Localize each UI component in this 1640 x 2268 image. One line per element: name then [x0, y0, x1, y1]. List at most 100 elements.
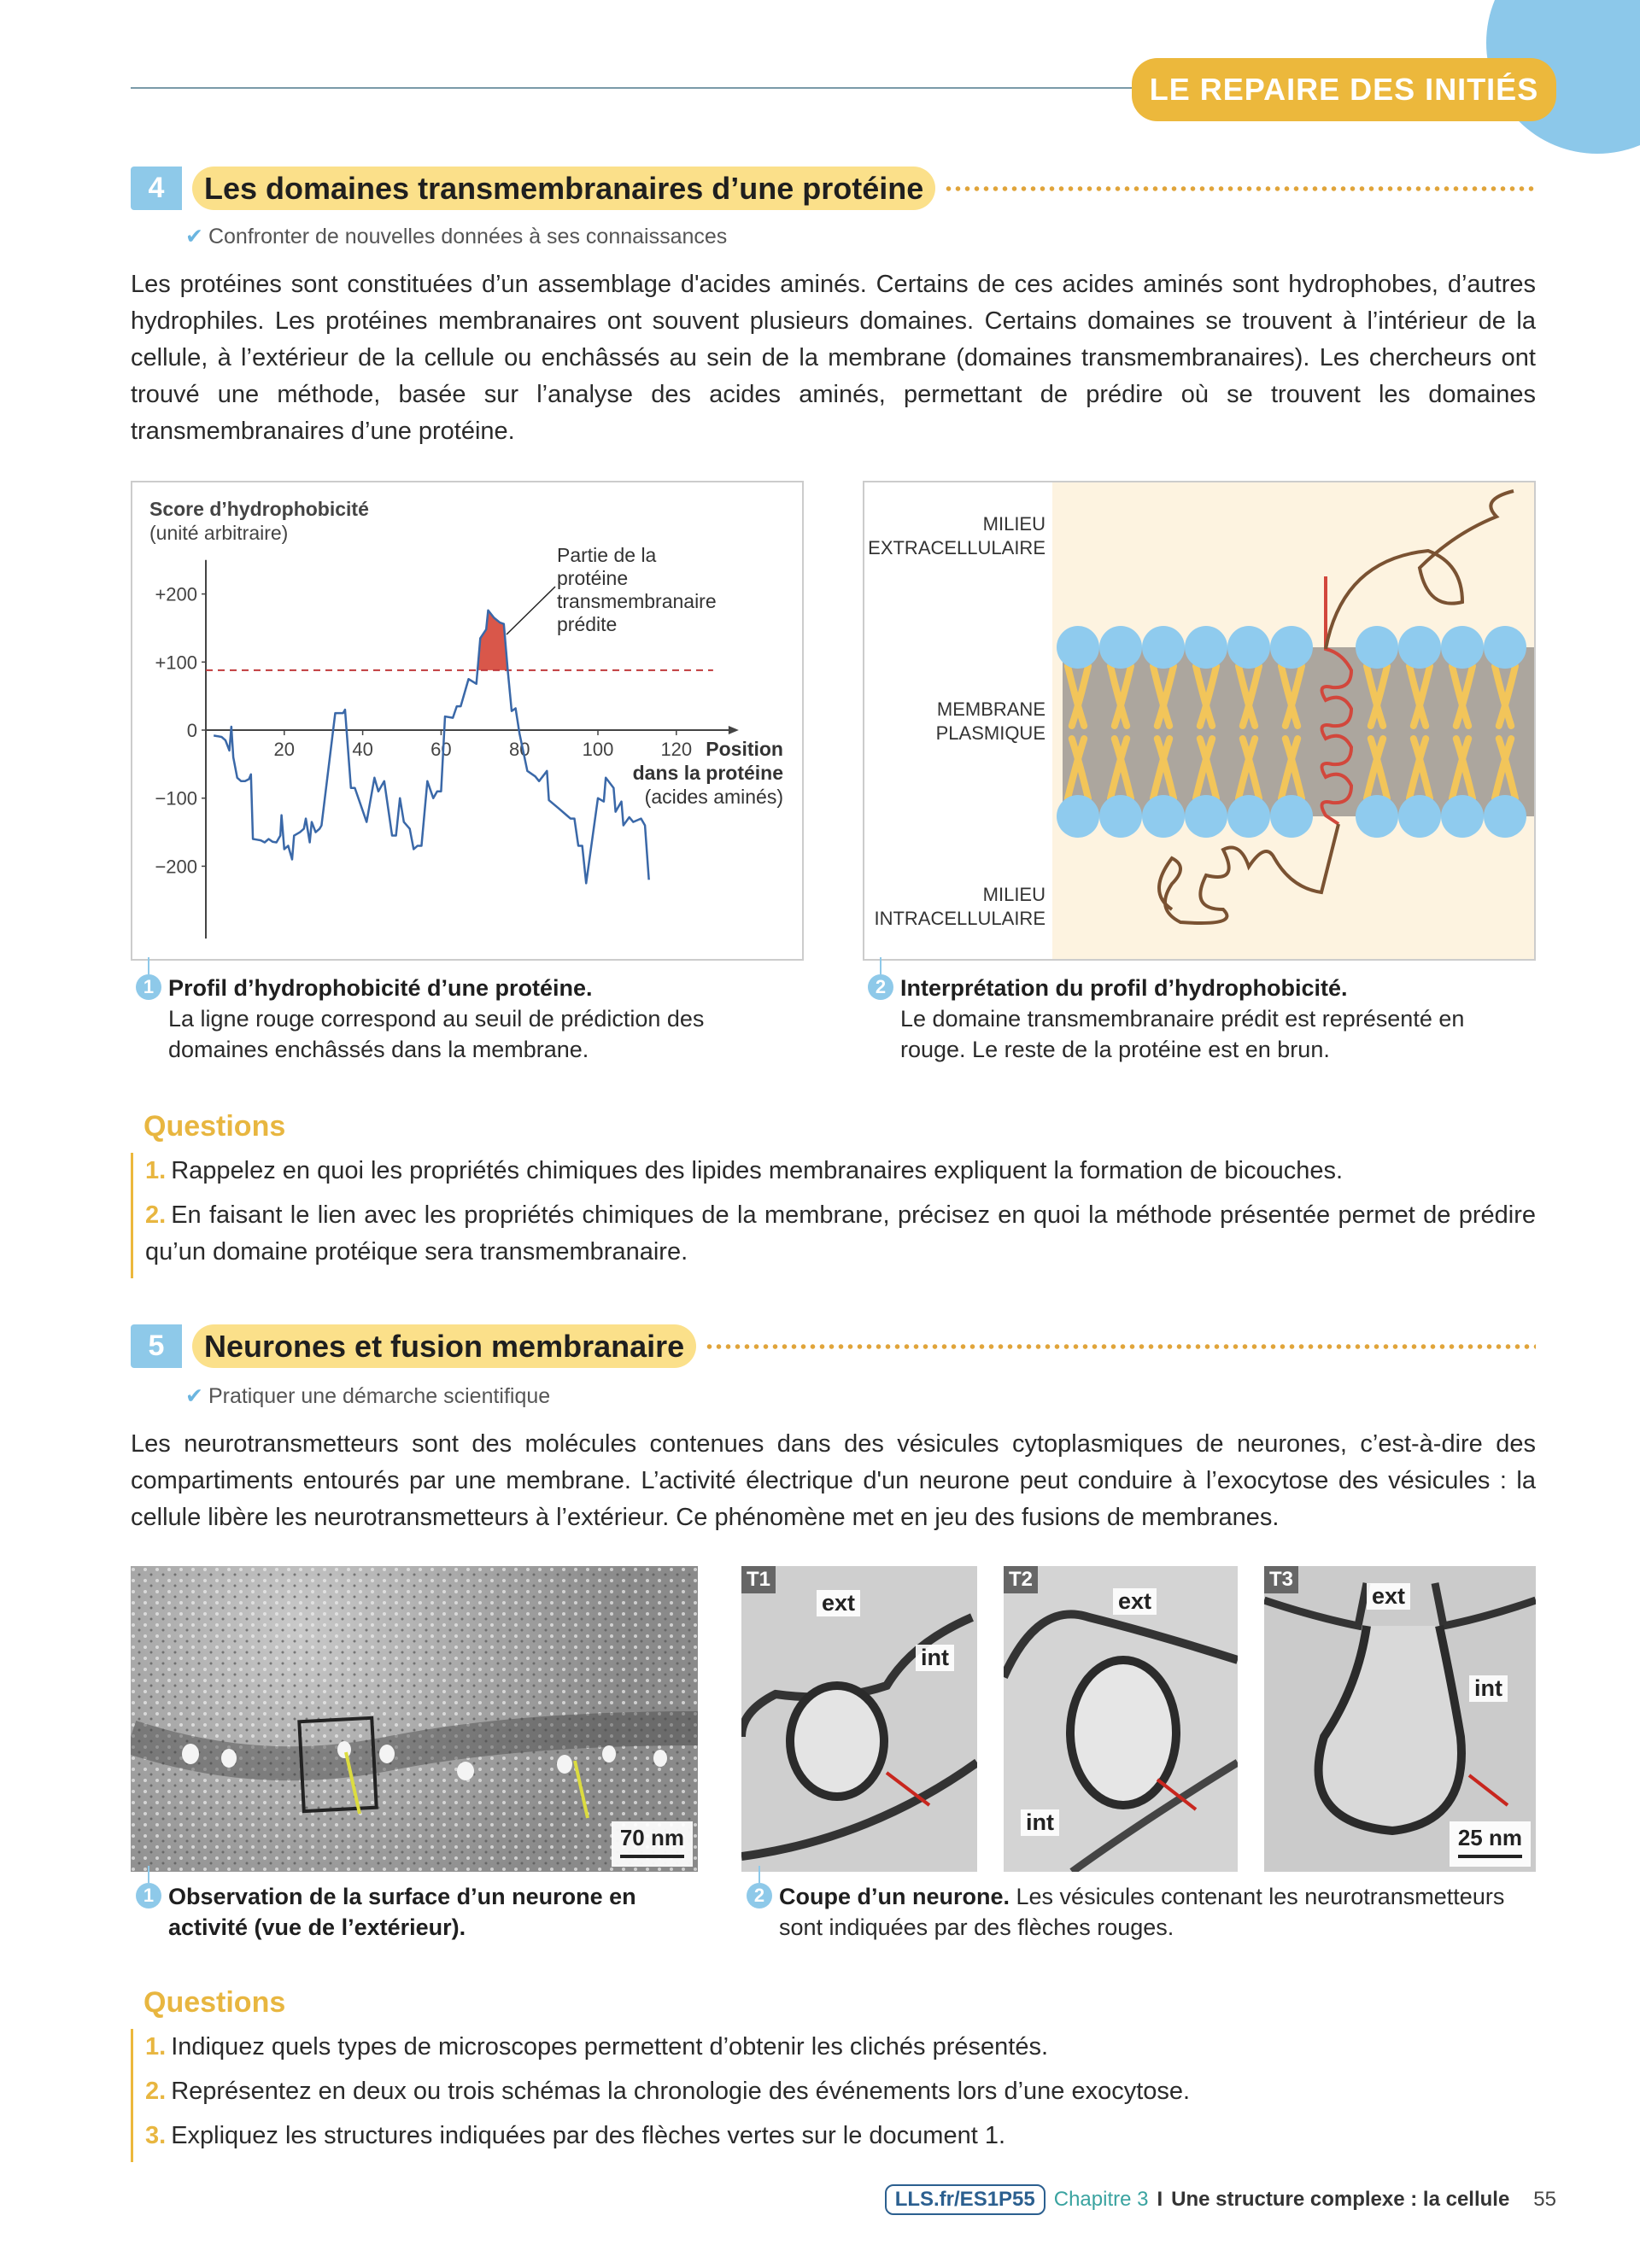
label-intracellular: INTRACELLULAIRE [874, 908, 1046, 929]
phospholipid-head [1185, 626, 1227, 669]
section-4-header: 4 Les domaines transmembranaires d’une p… [131, 167, 1536, 210]
lipid-tail [1278, 663, 1302, 729]
lipid-tail [1064, 735, 1088, 802]
lipid-tail [1192, 735, 1216, 802]
panel-tag: T3 [1264, 1566, 1299, 1593]
question-item: 2. Représentez en deux ou trois schémas l… [145, 2073, 1536, 2110]
lipid-tail [1064, 663, 1088, 729]
lipid-tail [1367, 735, 1391, 802]
lipid-tail [1110, 663, 1134, 729]
section-badge: LE REPAIRE DES INITIÉS [1132, 58, 1556, 121]
lls-link[interactable]: LLS.fr/ES1P55 [884, 2184, 1046, 2215]
phospholipid-head [1398, 795, 1441, 838]
chapter-separator: I [1157, 2188, 1163, 2211]
phospholipid-head [1057, 626, 1099, 669]
skill-line: ✔ Pratiquer une démarche scientifique [185, 1383, 550, 1409]
membrane-diagram: MILIEU EXTRACELLULAIRE MEMBRANE PLASMIQU… [863, 481, 1536, 961]
question-item: 1. Rappelez en quoi les propriétés chimiq… [145, 1153, 1536, 1190]
y-tick-label: +200 [155, 584, 197, 605]
x-tick-label: 60 [430, 739, 451, 760]
phospholipid-head [1484, 626, 1526, 669]
intro-paragraph: Les protéines sont constituées d’un asse… [131, 271, 1536, 445]
question-number: 1. [145, 1157, 167, 1184]
x-tick-label: 120 [660, 739, 692, 760]
caption-text: Le domaine transmembranaire prédit est r… [900, 1006, 1465, 1062]
red-arrow [1467, 1774, 1509, 1807]
phospholipid-head [1270, 626, 1313, 669]
lipid-tail [1406, 735, 1430, 802]
caption-number: 1 [136, 1883, 161, 1909]
lipid-tail [1235, 663, 1259, 729]
lipid-tail [1239, 735, 1262, 802]
chapter-title: Une structure complexe : la cellule [1171, 2188, 1510, 2211]
y-tick-label: 0 [187, 720, 197, 741]
phospholipid-head [1227, 795, 1270, 838]
doc2-caption: 2 Interprétation du profil d’hydrophobic… [868, 957, 1515, 1065]
highlight-box [297, 1716, 378, 1814]
questions-list: 1. Rappelez en quoi les propriétés chimiq… [131, 1153, 1536, 1278]
intracellular-protein-chain [1157, 823, 1340, 925]
x-axis-title-2: dans la protéine [633, 762, 783, 784]
series-line [213, 609, 650, 885]
lipid-tail [1491, 735, 1515, 802]
label-membrane: MEMBRANE [937, 699, 1046, 720]
page-footer: LLS.fr/ES1P55 Chapitre 3 I Une structure… [884, 2184, 1556, 2215]
chapter-label: Chapitre 3 [1053, 2188, 1149, 2211]
phospholipid-head [1356, 626, 1398, 669]
annotation: Partie de la protéine transmembranaire p… [557, 544, 717, 635]
green-arrow [344, 1751, 361, 1815]
predicted-region [477, 610, 508, 670]
phospholipid-head [1057, 795, 1099, 838]
label-int: int [1021, 1809, 1059, 1836]
header-rule [131, 87, 1134, 89]
annotation-line: transmembranaire [557, 590, 717, 612]
caption-text: Les vésicules contenant les neurotransme… [779, 1884, 1505, 1940]
extracellular-protein-chain [1324, 489, 1514, 650]
phospholipid-head [1227, 626, 1270, 669]
question-number: 2. [145, 1201, 167, 1229]
phospholipid-head [1185, 795, 1227, 838]
question-text: Expliquez les structures indiquées par d… [171, 2122, 1006, 2149]
label-membrane: PLASMIQUE [936, 722, 1046, 744]
doc1-caption: 1 Observation de la surface d’un neurone… [136, 1866, 715, 1943]
photo-t2: T2 ext int [1004, 1566, 1238, 1872]
scale-label: 25 nm [1457, 1825, 1522, 1850]
membrane-svg: MILIEU EXTRACELLULAIRE MEMBRANE PLASMIQU… [868, 482, 1534, 959]
lipid-tail [1150, 735, 1174, 802]
lipid-tail [1192, 663, 1216, 729]
dotted-rule [944, 185, 1536, 191]
scale-label: 70 nm [619, 1825, 684, 1850]
phospholipid-head [1441, 626, 1484, 669]
dotted-rule [705, 1343, 1536, 1349]
phospholipid-head [1142, 626, 1185, 669]
caption-number: 2 [868, 974, 893, 1000]
label-ext: ext [817, 1590, 861, 1616]
x-axis-unit: (acides aminés) [645, 786, 783, 808]
caption-stem [758, 1866, 760, 1883]
lipid-tail [1409, 663, 1433, 729]
lipid-tail [1281, 663, 1305, 729]
lipid-tail [1363, 735, 1387, 802]
lipid-tail [1363, 663, 1387, 729]
lipid-tail [1107, 663, 1131, 729]
x-tick-label: 20 [274, 739, 295, 760]
y-tick-label: −100 [155, 788, 197, 810]
phospholipid-head [1441, 795, 1484, 838]
lipid-tail [1406, 663, 1430, 729]
skill-text: Confronter de nouvelles données à ses co… [208, 225, 728, 248]
lipid-tail [1150, 663, 1174, 729]
surface-svg [131, 1566, 698, 1872]
photo-t1: T1 ext int [741, 1566, 977, 1872]
check-icon: ✔ [185, 225, 203, 248]
caption-stem [148, 1866, 149, 1883]
lipid-tail [1281, 735, 1305, 802]
x-axis-arrow [728, 726, 739, 734]
caption-stem [880, 957, 882, 974]
lipid-tail [1153, 663, 1177, 729]
annotation-leader [506, 586, 556, 635]
lipid-tail [1110, 735, 1134, 802]
y-tick-label: −200 [155, 856, 197, 877]
questions-list: 1. Indiquez quels types de microscopes pe… [131, 2029, 1536, 2162]
intro-paragraph: Les neurotransmetteurs sont des molécule… [131, 1430, 1536, 1531]
lipid-tail [1452, 663, 1476, 729]
